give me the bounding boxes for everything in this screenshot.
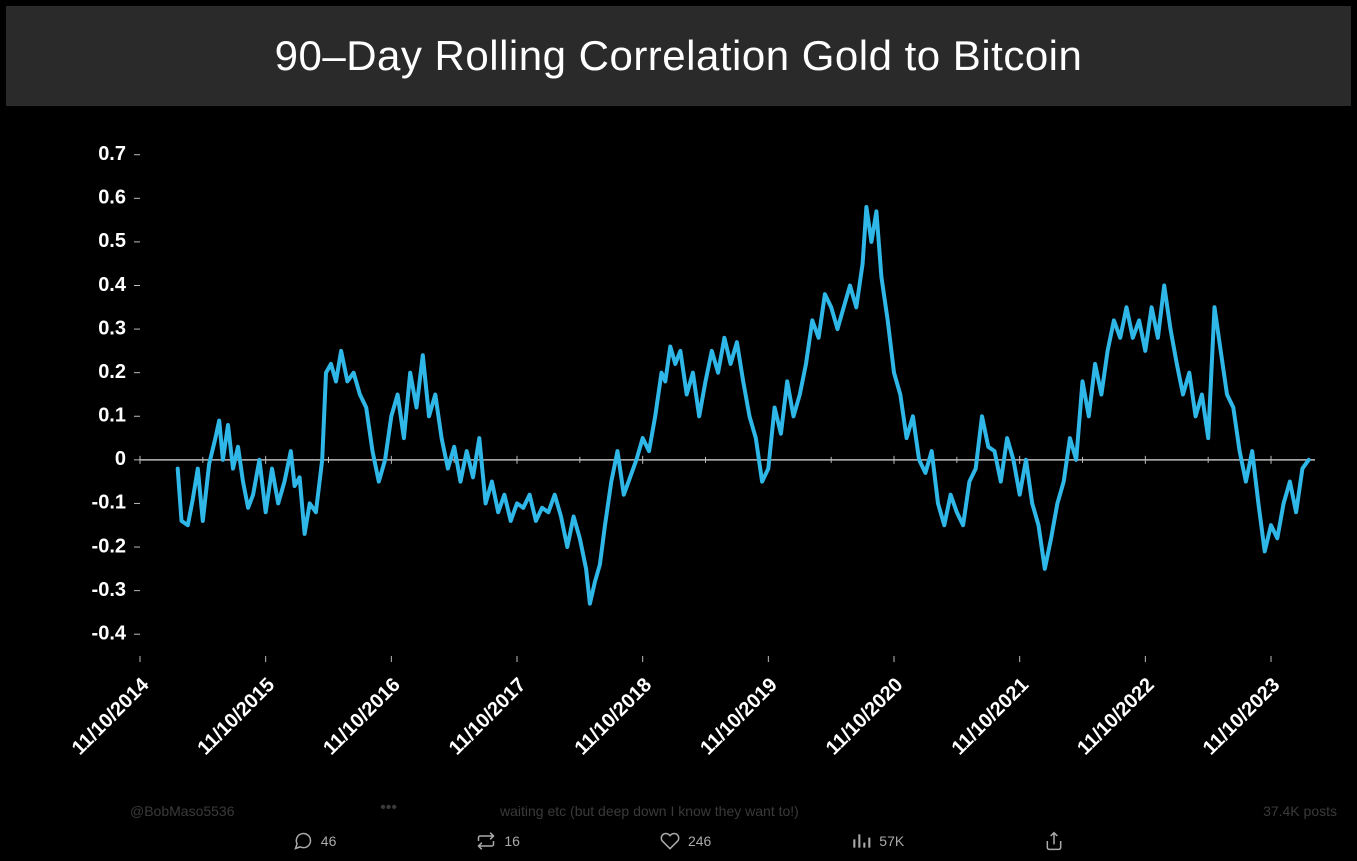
views-button[interactable]: 57K xyxy=(851,831,904,851)
retweet-count: 16 xyxy=(504,833,520,849)
svg-text:-0.1: -0.1 xyxy=(92,492,126,514)
svg-text:0.4: 0.4 xyxy=(98,274,127,296)
chart-container: -0.4 -0.3 -0.2 -0.1 0 0.1 0.2 0.3 0.4 0.5 0.6 0.7 11… xyxy=(20,136,1337,806)
svg-text:11/10/2019: 11/10/2019 xyxy=(696,674,782,760)
svg-text:0: 0 xyxy=(115,448,126,470)
ghost-dots: ••• xyxy=(380,799,397,817)
svg-text:11/10/2021: 11/10/2021 xyxy=(948,674,1034,760)
svg-text:11/10/2017: 11/10/2017 xyxy=(445,674,531,760)
svg-text:11/10/2016: 11/10/2016 xyxy=(319,674,405,760)
retweet-icon xyxy=(476,831,496,851)
ghost-right-text: 37.4K posts xyxy=(1263,803,1337,819)
chart-title-bar: 90–Day Rolling Correlation Gold to Bitco… xyxy=(6,6,1351,106)
share-icon xyxy=(1044,831,1064,851)
svg-text:11/10/2014: 11/10/2014 xyxy=(68,673,154,759)
like-count: 246 xyxy=(688,833,711,849)
svg-text:0.3: 0.3 xyxy=(98,317,126,339)
svg-text:0.5: 0.5 xyxy=(98,230,126,252)
reply-button[interactable]: 46 xyxy=(293,831,337,851)
svg-text:0.1: 0.1 xyxy=(98,405,126,427)
retweet-button[interactable]: 16 xyxy=(476,831,520,851)
views-icon xyxy=(851,831,871,851)
svg-text:11/10/2015: 11/10/2015 xyxy=(194,674,280,760)
svg-text:11/10/2022: 11/10/2022 xyxy=(1073,674,1159,760)
svg-text:-0.2: -0.2 xyxy=(92,535,126,557)
view-count: 57K xyxy=(879,833,904,849)
chart-title: 90–Day Rolling Correlation Gold to Bitco… xyxy=(275,32,1083,80)
svg-text:11/10/2018: 11/10/2018 xyxy=(571,674,657,760)
reply-count: 46 xyxy=(321,833,337,849)
svg-text:-0.3: -0.3 xyxy=(92,579,126,601)
svg-text:0.6: 0.6 xyxy=(98,187,126,209)
ghost-handle: @BobMaso5536 xyxy=(130,803,235,819)
correlation-line-chart: -0.4 -0.3 -0.2 -0.1 0 0.1 0.2 0.3 0.4 0.5 0.6 0.7 11… xyxy=(20,136,1335,806)
svg-text:-0.4: -0.4 xyxy=(92,622,127,644)
like-button[interactable]: 246 xyxy=(660,831,711,851)
svg-text:0.7: 0.7 xyxy=(98,143,126,165)
svg-text:11/10/2023: 11/10/2023 xyxy=(1199,674,1285,760)
svg-text:11/10/2020: 11/10/2020 xyxy=(822,674,908,760)
heart-icon xyxy=(660,831,680,851)
svg-text:0.2: 0.2 xyxy=(98,361,126,383)
ghost-mid-text: waiting etc (but deep down I know they w… xyxy=(500,803,799,819)
share-button[interactable] xyxy=(1044,831,1064,851)
reply-icon xyxy=(293,831,313,851)
social-action-bar: 46 16 246 57K xyxy=(0,821,1357,861)
